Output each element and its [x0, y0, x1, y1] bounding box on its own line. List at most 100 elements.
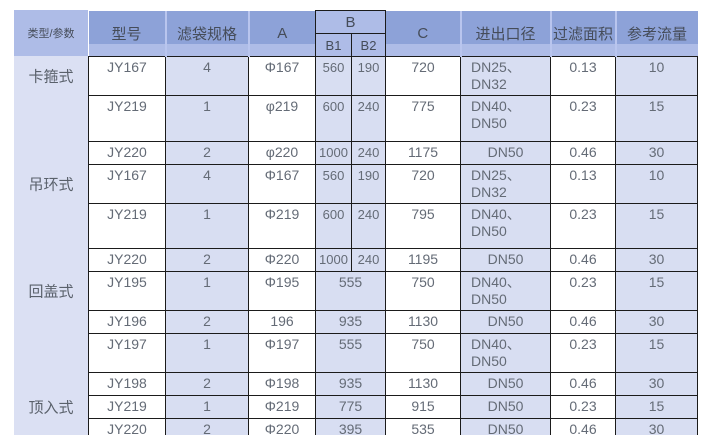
- cell-bag-spec: 2: [165, 310, 249, 334]
- cell-b2: 240: [351, 203, 386, 249]
- cell-c: 775: [385, 95, 461, 142]
- cell-flow: 15: [615, 203, 698, 249]
- cell-ports: DN50: [460, 310, 551, 334]
- cell-ports: DN40、 DN50: [460, 95, 551, 142]
- cell-a: φ219: [248, 95, 316, 142]
- col-header-filter-area: 过滤面积: [549, 10, 616, 57]
- cell-c: 1130: [385, 310, 461, 334]
- type-group-label: 卡箍式: [28, 68, 74, 85]
- cell-c: 1130: [385, 372, 461, 396]
- cell-area: 0.23: [550, 271, 616, 311]
- spec-data-table: 型号 滤袋规格 A B C 进出口径 过滤面积 参考流量 B1 B2 JY167…: [88, 10, 698, 435]
- cell-b: 935: [315, 372, 386, 396]
- type-group-label: 回盖式: [28, 283, 74, 300]
- col-header-a: A: [247, 10, 316, 57]
- col-header-b2: B2: [351, 33, 386, 57]
- type-column: 类型/参数 卡箍式 吊环式 回盖式 顶入式: [14, 10, 88, 435]
- cell-bag-spec: 2: [165, 418, 249, 435]
- cell-c: 720: [385, 164, 461, 204]
- table-row: JY197 1 Φ197 555 750 DN40、 DN50 0.23 15: [88, 333, 698, 373]
- cell-ports: DN25、 DN32: [460, 56, 551, 96]
- cell-flow: 15: [615, 333, 698, 373]
- cell-a: Φ220: [248, 418, 316, 435]
- cell-a: φ220: [248, 141, 316, 165]
- cell-bag-spec: 2: [165, 248, 249, 272]
- cell-model: JY220: [88, 418, 166, 435]
- cell-model: JY219: [88, 95, 166, 142]
- cell-a: 196: [248, 310, 316, 334]
- col-header-c: C: [385, 10, 461, 57]
- cell-flow: 15: [615, 271, 698, 311]
- table-row: JY167 4 Φ167 560 190 720 DN25、 DN32 0.13 10: [88, 164, 698, 204]
- cell-a: Φ219: [248, 203, 316, 249]
- cell-bag-spec: 1: [165, 271, 249, 311]
- col-header-b1: B1: [315, 33, 352, 57]
- type-group-label: 顶入式: [28, 399, 74, 416]
- cell-ports: DN50: [460, 395, 551, 419]
- cell-b1: 600: [315, 203, 352, 249]
- cell-area: 0.46: [550, 418, 616, 435]
- cell-c: 1175: [385, 141, 461, 165]
- cell-b: 935: [315, 310, 386, 334]
- cell-ports: DN25、 DN32: [460, 164, 551, 204]
- cell-c: 720: [385, 56, 461, 96]
- cell-area: 0.13: [550, 56, 616, 96]
- type-param-header: 类型/参数: [14, 10, 88, 56]
- cell-b: 555: [315, 333, 386, 373]
- cell-flow: 15: [615, 95, 698, 142]
- cell-c: 915: [385, 395, 461, 419]
- cell-b: 555: [315, 271, 386, 311]
- col-header-bag-spec: 滤袋规格: [164, 10, 249, 57]
- cell-b2: 190: [351, 164, 386, 204]
- cell-b2: 190: [351, 56, 386, 96]
- cell-c: 1195: [385, 248, 461, 272]
- cell-ports: DN40、 DN50: [460, 203, 551, 249]
- cell-model: JY198: [88, 372, 166, 396]
- cell-b1: 1000: [315, 248, 352, 272]
- cell-model: JY167: [88, 56, 166, 96]
- cell-bag-spec: 1: [165, 95, 249, 142]
- cell-model: JY219: [88, 395, 166, 419]
- spec-table: 类型/参数 卡箍式 吊环式 回盖式 顶入式 型号 滤袋规格 A B C 进出口径 过滤…: [14, 10, 698, 435]
- cell-ports: DN50: [460, 418, 551, 435]
- cell-area: 0.13: [550, 164, 616, 204]
- cell-ports: DN40、 DN50: [460, 271, 551, 311]
- cell-b1: 560: [315, 164, 352, 204]
- cell-model: JY196: [88, 310, 166, 334]
- cell-bag-spec: 1: [165, 333, 249, 373]
- cell-b2: 240: [351, 248, 386, 272]
- table-row: JY219 1 Φ219 600 240 795 DN40、 DN50 0.23 15: [88, 203, 698, 249]
- cell-area: 0.23: [550, 95, 616, 142]
- cell-bag-spec: 2: [165, 141, 249, 165]
- cell-a: Φ167: [248, 56, 316, 96]
- cell-flow: 15: [615, 395, 698, 419]
- cell-model: JY219: [88, 203, 166, 249]
- table-row: JY219 1 φ219 600 240 775 DN40、 DN50 0.23 15: [88, 95, 698, 142]
- cell-b1: 1000: [315, 141, 352, 165]
- table-row: JY196 2 196 935 1130 DN50 0.46 30: [88, 310, 698, 334]
- cell-b: 775: [315, 395, 386, 419]
- cell-a: Φ167: [248, 164, 316, 204]
- table-row: JY195 1 Φ195 555 750 DN40、 DN50 0.23 15: [88, 271, 698, 311]
- cell-a: Φ197: [248, 333, 316, 373]
- cell-area: 0.23: [550, 395, 616, 419]
- cell-area: 0.46: [550, 248, 616, 272]
- cell-area: 0.23: [550, 333, 616, 373]
- cell-flow: 30: [615, 372, 698, 396]
- cell-b2: 240: [351, 141, 386, 165]
- cell-b1: 560: [315, 56, 352, 96]
- cell-area: 0.46: [550, 141, 616, 165]
- cell-flow: 30: [615, 141, 698, 165]
- table-header: 型号 滤袋规格 A B C 进出口径 过滤面积 参考流量 B1 B2: [88, 10, 698, 57]
- cell-model: JY195: [88, 271, 166, 311]
- cell-a: Φ220: [248, 248, 316, 272]
- col-header-model: 型号: [88, 10, 166, 57]
- cell-c: 750: [385, 271, 461, 311]
- cell-ports: DN50: [460, 372, 551, 396]
- table-row: JY220 2 Φ220 1000 240 1195 DN50 0.46 30: [88, 248, 698, 272]
- cell-ports: DN40、 DN50: [460, 333, 551, 373]
- table-body: JY167 4 Φ167 560 190 720 DN25、 DN32 0.13 10 JY219…: [88, 56, 698, 435]
- cell-flow: 30: [615, 248, 698, 272]
- cell-b1: 600: [315, 95, 352, 142]
